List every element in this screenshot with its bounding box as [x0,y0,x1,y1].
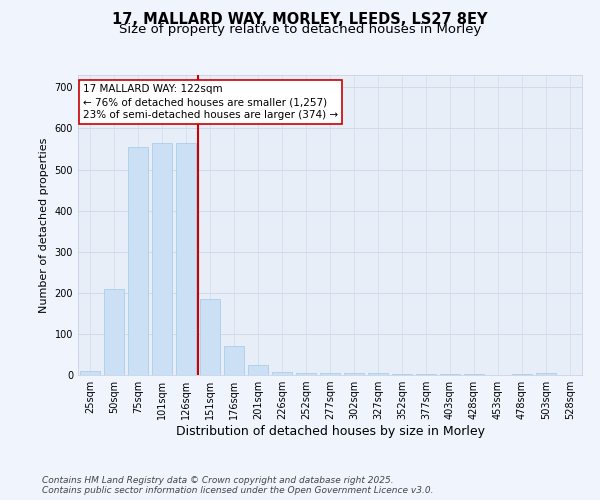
Bar [296,373,316,375]
Bar [512,374,532,375]
Bar [368,374,388,375]
Text: Contains HM Land Registry data © Crown copyright and database right 2025.: Contains HM Land Registry data © Crown c… [42,476,394,485]
Bar [320,373,340,375]
Text: Size of property relative to detached houses in Morley: Size of property relative to detached ho… [119,22,481,36]
Bar [152,143,172,375]
Bar [80,371,100,375]
Bar [416,374,436,375]
Bar [392,374,412,375]
Bar [272,372,292,375]
Bar [104,288,124,375]
Bar [464,374,484,375]
Bar [200,299,220,375]
Text: Contains public sector information licensed under the Open Government Licence v3: Contains public sector information licen… [42,486,433,495]
Bar [224,346,244,375]
Bar [440,374,460,375]
X-axis label: Distribution of detached houses by size in Morley: Distribution of detached houses by size … [176,425,485,438]
Text: 17 MALLARD WAY: 122sqm
← 76% of detached houses are smaller (1,257)
23% of semi-: 17 MALLARD WAY: 122sqm ← 76% of detached… [83,84,338,120]
Text: 17, MALLARD WAY, MORLEY, LEEDS, LS27 8EY: 17, MALLARD WAY, MORLEY, LEEDS, LS27 8EY [112,12,488,28]
Bar [344,372,364,375]
Bar [176,143,196,375]
Y-axis label: Number of detached properties: Number of detached properties [39,138,49,312]
Bar [536,374,556,375]
Bar [248,364,268,375]
Bar [128,147,148,375]
